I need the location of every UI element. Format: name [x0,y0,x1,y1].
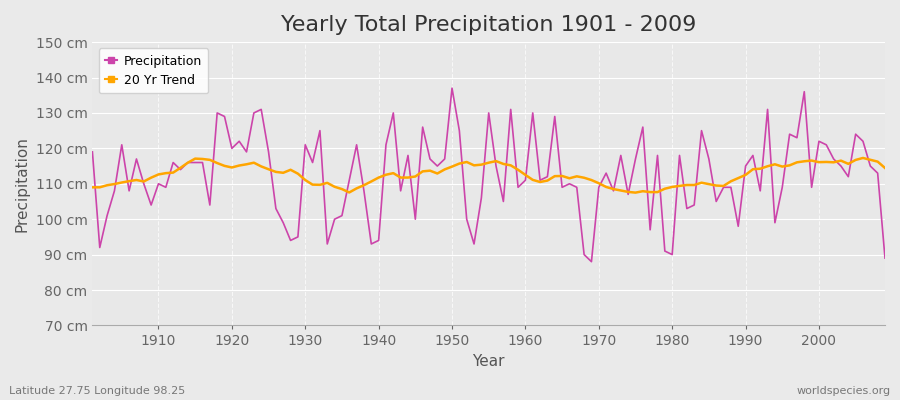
Title: Yearly Total Precipitation 1901 - 2009: Yearly Total Precipitation 1901 - 2009 [281,15,697,35]
Text: worldspecies.org: worldspecies.org [796,386,891,396]
Text: Latitude 27.75 Longitude 98.25: Latitude 27.75 Longitude 98.25 [9,386,185,396]
Y-axis label: Precipitation: Precipitation [15,136,30,232]
Legend: Precipitation, 20 Yr Trend: Precipitation, 20 Yr Trend [99,48,208,93]
X-axis label: Year: Year [472,354,505,369]
